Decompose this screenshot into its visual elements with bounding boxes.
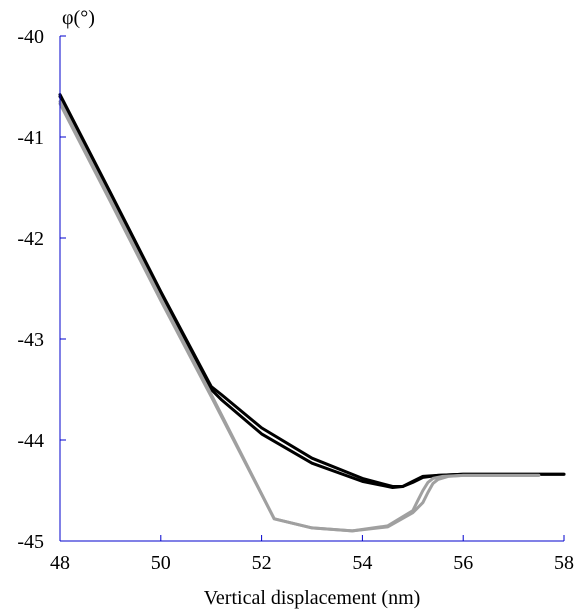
- y-tick-label: -41: [17, 127, 44, 149]
- y-tick-label: -42: [17, 228, 44, 250]
- x-tick-group: 48 50 52 54 56 58: [50, 535, 574, 574]
- y-tick-label: -43: [17, 329, 44, 351]
- x-tick-label: 58: [554, 552, 574, 574]
- y-tick-label: -40: [17, 26, 44, 48]
- y-tick-label: -44: [17, 430, 44, 452]
- series-line-3: [58, 100, 541, 533]
- x-tick-label: 54: [352, 552, 372, 574]
- x-axis-label: Vertical displacement (nm): [204, 587, 421, 609]
- x-tick-label: 56: [453, 552, 473, 574]
- series-line-4: [58, 102, 541, 533]
- x-tick-label: 52: [252, 552, 272, 574]
- series-line-1: [58, 93, 566, 488]
- y-axis-label: φ(°): [62, 7, 95, 29]
- y-tick-label: -45: [17, 531, 44, 553]
- series-layer: [58, 93, 566, 533]
- y-tick-group: -40 -41 -42 -43 -44 -45: [17, 26, 66, 553]
- x-tick-label: 48: [50, 552, 70, 574]
- x-tick-label: 50: [151, 552, 171, 574]
- series-line-2: [58, 95, 566, 489]
